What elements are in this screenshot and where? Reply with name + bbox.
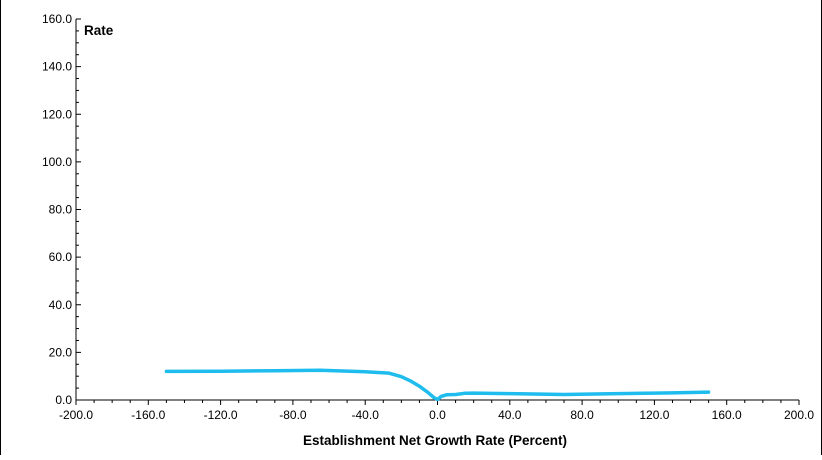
y-tick-label: 120.0 xyxy=(42,107,72,121)
x-tick-label: -200.0 xyxy=(59,408,93,422)
tick-marks xyxy=(75,18,800,405)
y-axis-title: Rate xyxy=(84,23,114,38)
x-tick-label: 40.0 xyxy=(498,408,522,422)
tick-labels: 0.0 20.0 40.0 60.0 80.0 100.0 120.0 140.0 160.0 -… xyxy=(42,12,814,422)
x-tick-label: -40.0 xyxy=(352,408,380,422)
y-tick-label: 160.0 xyxy=(42,12,72,26)
x-tick-label: 200.0 xyxy=(784,408,814,422)
y-tick-label: 0.0 xyxy=(55,393,72,407)
x-tick-label: -120.0 xyxy=(204,408,238,422)
x-tick-label: 120.0 xyxy=(639,408,669,422)
x-tick-label: -80.0 xyxy=(279,408,307,422)
y-tick-label: 80.0 xyxy=(49,203,73,217)
series-line xyxy=(164,368,711,402)
y-tick-label: 100.0 xyxy=(42,155,72,169)
series-layer xyxy=(164,368,711,402)
y-tick-label: 60.0 xyxy=(49,250,73,264)
x-tick-label: 80.0 xyxy=(570,408,594,422)
x-tick-label: 160.0 xyxy=(712,408,742,422)
y-tick-label: 20.0 xyxy=(49,345,73,359)
x-tick-label: -160.0 xyxy=(131,408,165,422)
x-tick-label: 0.0 xyxy=(429,408,446,422)
x-axis-title: Establishment Net Growth Rate (Percent) xyxy=(303,433,567,448)
y-tick-label: 40.0 xyxy=(49,298,73,312)
y-tick-label: 140.0 xyxy=(42,60,72,74)
